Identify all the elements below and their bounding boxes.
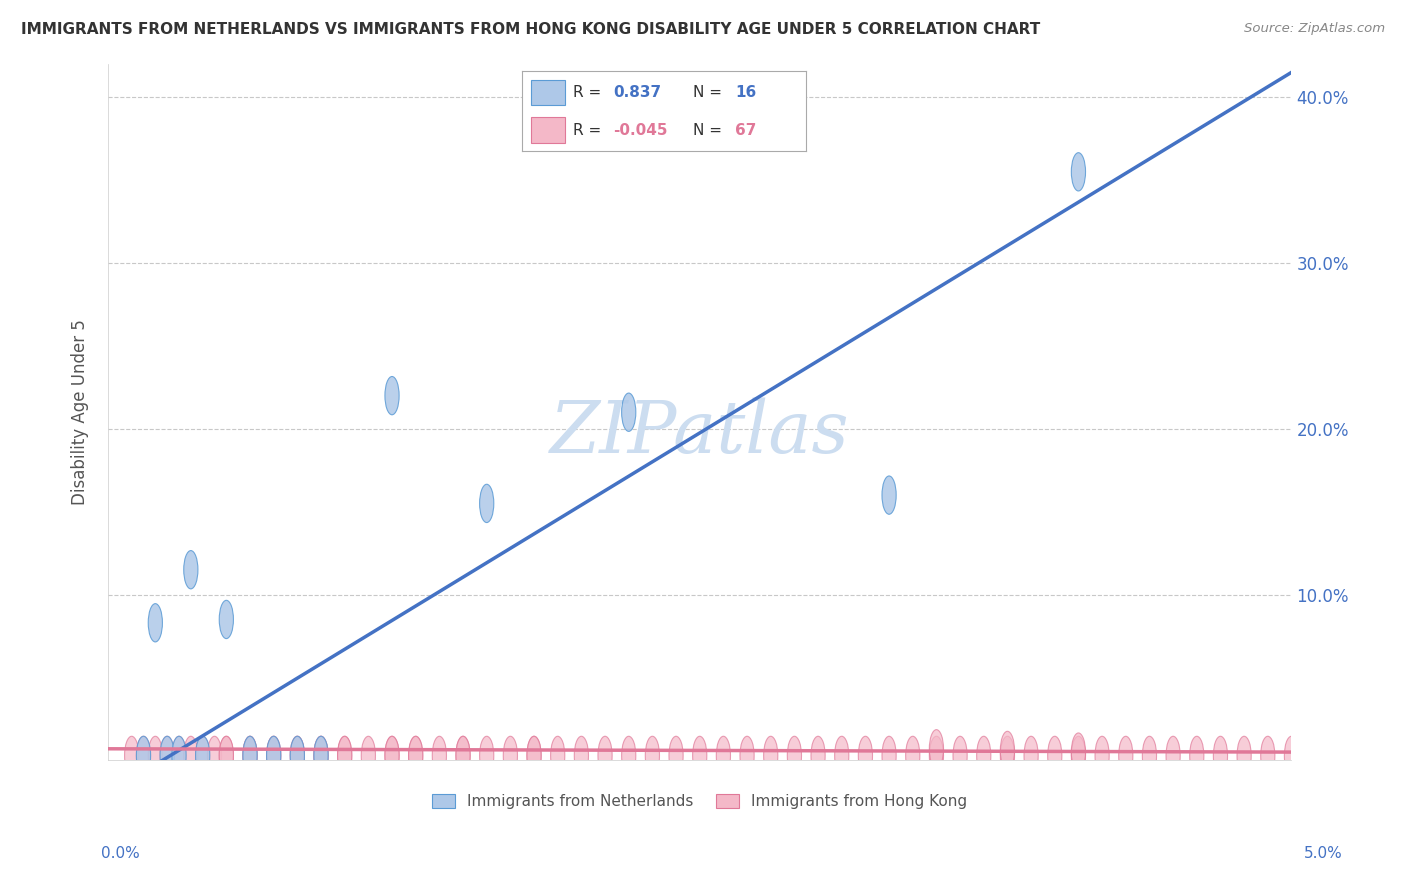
Ellipse shape [929, 730, 943, 768]
Ellipse shape [337, 736, 352, 774]
Ellipse shape [1024, 736, 1038, 774]
Ellipse shape [361, 736, 375, 774]
Ellipse shape [1189, 736, 1204, 774]
Ellipse shape [645, 736, 659, 774]
Ellipse shape [456, 736, 470, 774]
Ellipse shape [136, 736, 150, 774]
Ellipse shape [882, 736, 896, 774]
Ellipse shape [208, 736, 222, 774]
Ellipse shape [409, 736, 423, 774]
Ellipse shape [574, 736, 589, 774]
Ellipse shape [1119, 736, 1133, 774]
Text: ZIPatlas: ZIPatlas [550, 398, 849, 468]
Ellipse shape [432, 736, 447, 774]
Ellipse shape [172, 736, 186, 774]
Ellipse shape [479, 484, 494, 523]
Ellipse shape [1261, 736, 1275, 774]
Ellipse shape [977, 736, 991, 774]
Ellipse shape [929, 736, 943, 774]
Ellipse shape [858, 736, 873, 774]
Ellipse shape [835, 736, 849, 774]
Ellipse shape [184, 736, 198, 774]
Ellipse shape [290, 736, 305, 774]
Legend: Immigrants from Netherlands, Immigrants from Hong Kong: Immigrants from Netherlands, Immigrants … [426, 789, 974, 815]
Ellipse shape [763, 736, 778, 774]
Ellipse shape [290, 736, 305, 774]
Ellipse shape [527, 736, 541, 774]
Ellipse shape [243, 736, 257, 774]
Ellipse shape [337, 736, 352, 774]
Y-axis label: Disability Age Under 5: Disability Age Under 5 [72, 319, 89, 505]
Ellipse shape [479, 736, 494, 774]
Ellipse shape [551, 736, 565, 774]
Ellipse shape [148, 736, 163, 774]
Ellipse shape [1284, 736, 1299, 774]
Ellipse shape [1071, 153, 1085, 191]
Ellipse shape [527, 736, 541, 774]
Ellipse shape [219, 736, 233, 774]
Ellipse shape [160, 736, 174, 774]
Ellipse shape [195, 736, 209, 774]
Ellipse shape [219, 600, 233, 639]
Text: 0.0%: 0.0% [101, 847, 141, 861]
Ellipse shape [1071, 736, 1085, 774]
Ellipse shape [1213, 736, 1227, 774]
Ellipse shape [1071, 733, 1085, 772]
Ellipse shape [953, 736, 967, 774]
Ellipse shape [1000, 731, 1015, 770]
Ellipse shape [267, 736, 281, 774]
Ellipse shape [905, 736, 920, 774]
Ellipse shape [1047, 736, 1062, 774]
Ellipse shape [716, 736, 731, 774]
Ellipse shape [314, 736, 328, 774]
Ellipse shape [184, 550, 198, 589]
Ellipse shape [740, 736, 754, 774]
Ellipse shape [811, 736, 825, 774]
Ellipse shape [195, 736, 209, 774]
Ellipse shape [1166, 736, 1180, 774]
Text: 5.0%: 5.0% [1303, 847, 1343, 861]
Ellipse shape [219, 736, 233, 774]
Ellipse shape [1237, 736, 1251, 774]
Ellipse shape [267, 736, 281, 774]
Ellipse shape [598, 736, 612, 774]
Ellipse shape [160, 736, 174, 774]
Text: Source: ZipAtlas.com: Source: ZipAtlas.com [1244, 22, 1385, 36]
Ellipse shape [172, 736, 186, 774]
Ellipse shape [385, 736, 399, 774]
Ellipse shape [136, 736, 150, 774]
Ellipse shape [385, 376, 399, 415]
Ellipse shape [148, 604, 163, 642]
Ellipse shape [267, 736, 281, 774]
Ellipse shape [1142, 736, 1157, 774]
Ellipse shape [669, 736, 683, 774]
Ellipse shape [882, 476, 896, 515]
Ellipse shape [1095, 736, 1109, 774]
Ellipse shape [243, 736, 257, 774]
Ellipse shape [621, 393, 636, 432]
Ellipse shape [409, 736, 423, 774]
Ellipse shape [125, 736, 139, 774]
Ellipse shape [787, 736, 801, 774]
Ellipse shape [621, 736, 636, 774]
Ellipse shape [503, 736, 517, 774]
Ellipse shape [1000, 736, 1015, 774]
Ellipse shape [385, 736, 399, 774]
Ellipse shape [314, 736, 328, 774]
Ellipse shape [290, 736, 305, 774]
Ellipse shape [243, 736, 257, 774]
Ellipse shape [314, 736, 328, 774]
Ellipse shape [693, 736, 707, 774]
Ellipse shape [456, 736, 470, 774]
Text: IMMIGRANTS FROM NETHERLANDS VS IMMIGRANTS FROM HONG KONG DISABILITY AGE UNDER 5 : IMMIGRANTS FROM NETHERLANDS VS IMMIGRANT… [21, 22, 1040, 37]
